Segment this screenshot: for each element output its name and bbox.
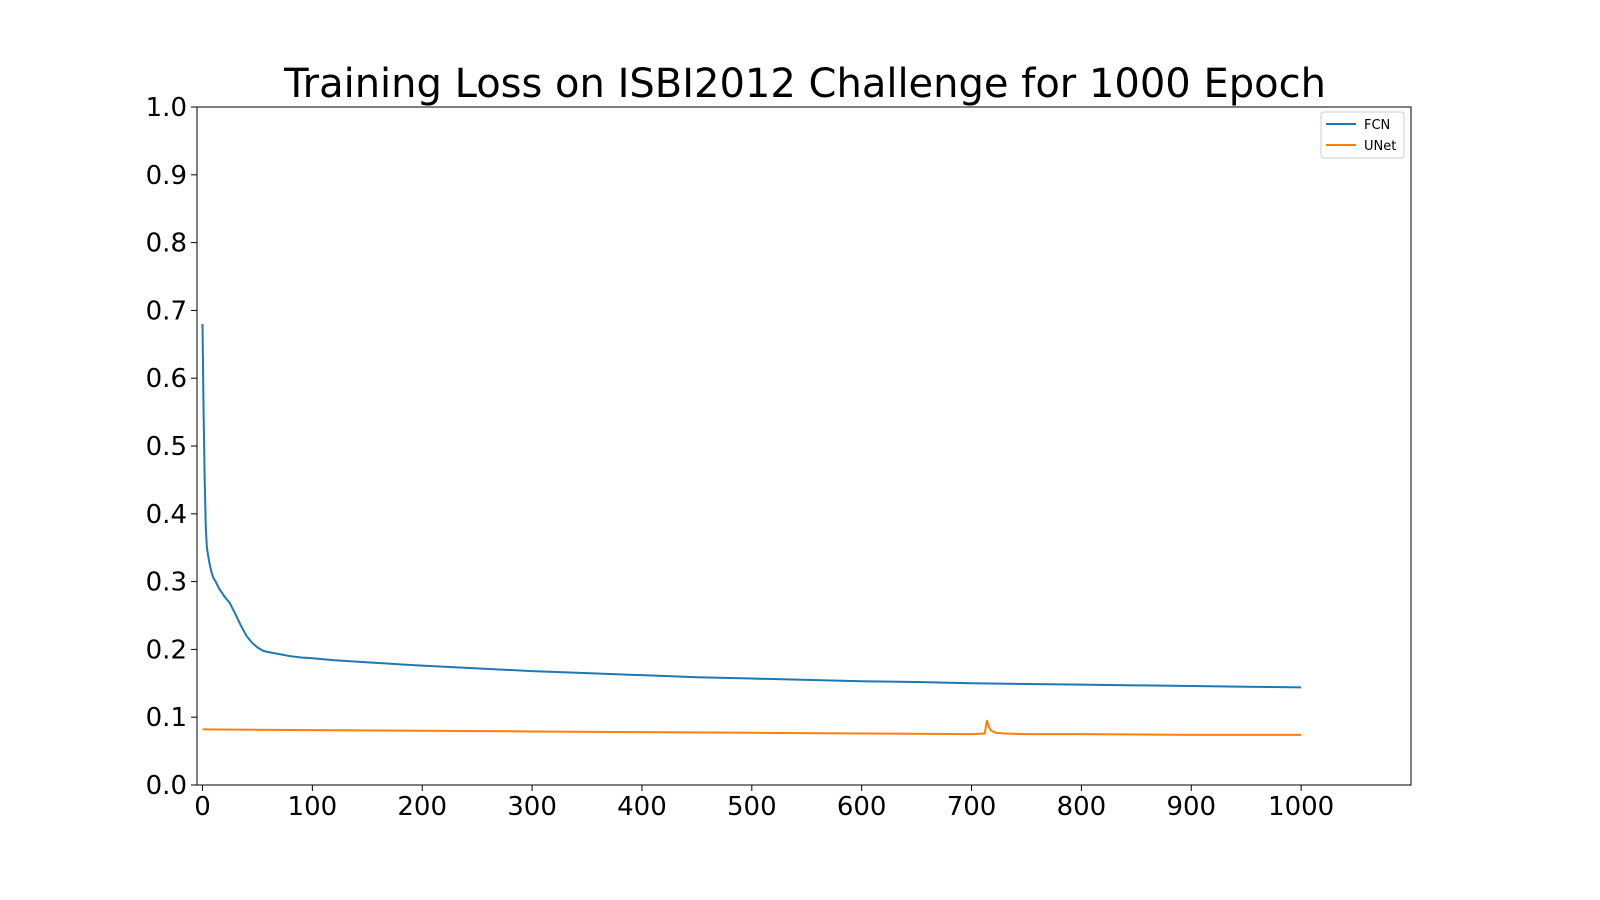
series-line-unet	[202, 719, 1302, 736]
y-tick-label-0.0: 0.0	[146, 771, 187, 801]
x-tick-label-0: 0	[194, 792, 211, 822]
x-tick-label-1000: 1000	[1268, 792, 1334, 822]
y-tick-label-0.4: 0.4	[146, 500, 187, 530]
y-tick-label-0.3: 0.3	[146, 568, 187, 598]
x-tick-label-600: 600	[837, 792, 887, 822]
series-layer	[201, 323, 1302, 736]
y-tick-label-0.1: 0.1	[146, 703, 187, 733]
x-tick-label-200: 200	[397, 792, 447, 822]
x-tick-label-400: 400	[617, 792, 667, 822]
legend-label-unet: UNet	[1364, 139, 1396, 154]
legend: FCN UNet	[1320, 111, 1405, 159]
y-tick-label-0.5: 0.5	[146, 432, 187, 462]
x-tick-label-900: 900	[1166, 792, 1216, 822]
y-tick-label-0.8: 0.8	[146, 229, 187, 259]
x-tick-label-700: 700	[947, 792, 997, 822]
y-tick-label-0.7: 0.7	[146, 296, 187, 326]
y-axis: 0.0 0.1 0.2 0.3 0.4 0.5 0.6 0.7 0.8 0.9 1.0	[146, 93, 197, 801]
x-tick-label-800: 800	[1057, 792, 1107, 822]
x-tick-label-500: 500	[727, 792, 777, 822]
y-tick-label-0.9: 0.9	[146, 161, 187, 191]
plot-area: 0 100 200 300 400 500 600 700 800 900 1000 0.00.10…	[146, 93, 1412, 822]
series-line-fcn	[201, 323, 1302, 689]
chart-title: Training Loss on ISBI2012 Challenge for …	[283, 61, 1326, 107]
y-tick-label-0.2: 0.2	[146, 635, 187, 665]
x-axis: 0 100 200 300 400 500 600 700 800 900 1000	[194, 785, 1334, 822]
legend-label-fcn: FCN	[1364, 118, 1390, 133]
x-tick-label-300: 300	[507, 792, 557, 822]
x-tick-label-100: 100	[288, 792, 338, 822]
y-tick-label-0.6: 0.6	[146, 364, 187, 394]
y-tick-label-1.0: 1.0	[146, 93, 187, 123]
axes-frame	[196, 106, 1412, 786]
